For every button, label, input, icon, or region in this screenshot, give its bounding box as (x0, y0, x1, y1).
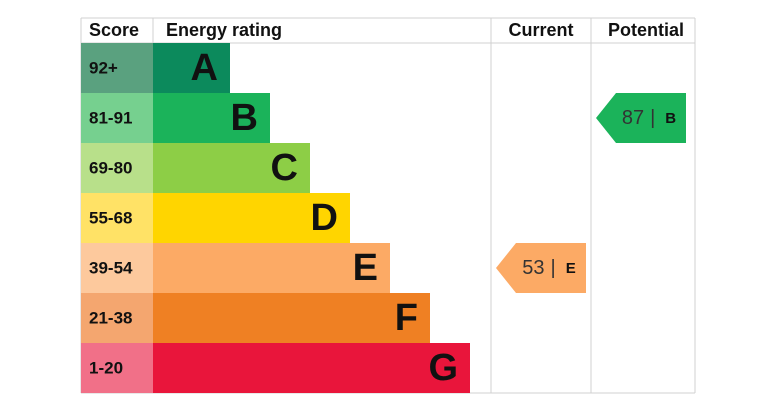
rating-bar (153, 343, 470, 393)
score-label: 92+ (89, 58, 118, 77)
rating-letter: G (428, 347, 458, 389)
score-cell (81, 343, 153, 393)
score-label: 69-80 (89, 158, 132, 177)
rating-letter: D (311, 197, 338, 239)
current-letter: E (566, 260, 576, 277)
score-label: 1-20 (89, 358, 123, 377)
current-label: 53 | E (522, 257, 575, 279)
header-potential: Potential (608, 20, 684, 40)
current-arrow (496, 243, 586, 293)
rating-letter: B (231, 97, 258, 139)
current-value: 53 (522, 257, 544, 279)
score-cell (81, 43, 153, 93)
score-label: 39-54 (89, 258, 133, 277)
score-cell (81, 93, 153, 143)
rating-bar (153, 93, 270, 143)
rating-bar (153, 293, 430, 343)
rating-letter: A (191, 47, 218, 89)
potential-letter: B (665, 110, 676, 127)
rating-bar (153, 193, 350, 243)
rating-bar (153, 43, 230, 93)
score-label: 81-91 (89, 108, 132, 127)
score-label: 21-38 (89, 308, 132, 327)
rating-letter: E (353, 247, 378, 289)
potential-separator: | (650, 107, 655, 129)
header-score: Score (89, 20, 139, 40)
score-cell (81, 243, 153, 293)
rating-letter: C (271, 147, 298, 189)
rating-letter: F (395, 297, 418, 339)
score-label: 55-68 (89, 208, 132, 227)
potential-label: 87 | B (622, 107, 676, 129)
rating-bar (153, 243, 390, 293)
score-cell (81, 293, 153, 343)
current-separator: | (551, 257, 556, 279)
rating-bar (153, 143, 310, 193)
header-rating: Energy rating (166, 20, 282, 40)
score-cell (81, 143, 153, 193)
potential-arrow (596, 93, 686, 143)
header-current: Current (508, 20, 573, 40)
potential-value: 87 (622, 107, 644, 129)
score-cell (81, 193, 153, 243)
